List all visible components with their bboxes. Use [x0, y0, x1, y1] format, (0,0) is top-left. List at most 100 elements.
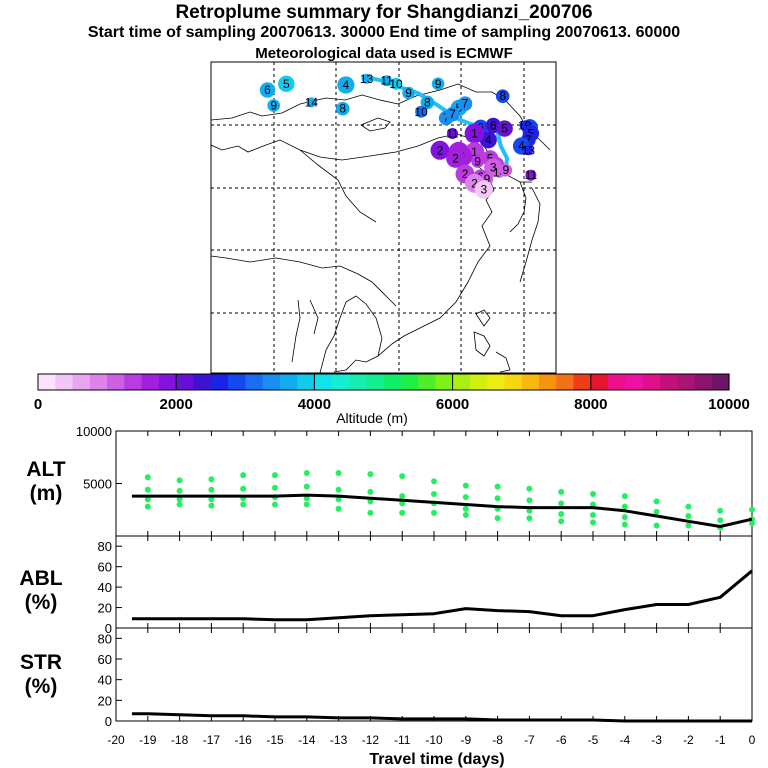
plume-marker-label: 9: [474, 155, 481, 169]
x-tick-label: -5: [588, 733, 599, 747]
colorbar-segment: [538, 374, 557, 390]
alt-scatter-point: [685, 513, 692, 519]
alt-scatter-point: [462, 494, 469, 501]
colorbar-segment: [228, 374, 246, 390]
alt-scatter-point: [335, 470, 342, 476]
y-tick-label: 60: [98, 652, 112, 667]
y-tick-label: 40: [98, 580, 112, 595]
alt-scatter-point: [494, 483, 501, 490]
plume-marker: [474, 180, 493, 199]
plume-marker-label: 6: [490, 118, 497, 132]
alt-scatter-point: [621, 493, 628, 500]
colorbar-segment: [297, 374, 316, 390]
colorbar-segment: [694, 374, 713, 390]
x-tick-label: -14: [298, 733, 316, 747]
x-tick-label: 0: [749, 733, 756, 747]
alt-scatter-point: [176, 477, 183, 484]
x-tick-label: -20: [107, 733, 125, 747]
alt-scatter-point: [558, 500, 565, 507]
y-tick-label: 20: [98, 601, 112, 616]
alt-scatter-point: [240, 472, 247, 479]
colorbar-tick-label: 6000: [436, 396, 469, 413]
plume-marker-label: 11: [380, 74, 393, 88]
alt-scatter-point: [367, 488, 374, 495]
alt-scatter-point: [303, 501, 310, 508]
plume-marker-label: 10: [389, 77, 403, 91]
x-tick-label: -1: [715, 733, 726, 747]
plume-marker-label: 5: [501, 122, 508, 136]
colorbar-segment: [625, 374, 644, 390]
alt-scatter-point: [621, 514, 628, 521]
colorbar-segment: [158, 374, 177, 390]
plume-marker: [337, 76, 355, 94]
sampling-time-line: Start time of sampling 20070613. 30000 E…: [87, 24, 681, 41]
alt-scatter-point: [272, 484, 278, 491]
map-background: [211, 62, 556, 373]
plume-marker: [446, 148, 466, 168]
colorbar-segment: [642, 374, 661, 390]
colorbar-segment: [659, 374, 678, 390]
alt-scatter-point: [272, 472, 278, 479]
colorbar-segment: [573, 374, 592, 390]
alt-scatter-point: [526, 497, 533, 504]
alt-scatter-point: [685, 503, 692, 510]
colorbar-segment: [608, 374, 626, 390]
plume-marker: [499, 163, 513, 177]
colorbar-segment: [435, 374, 454, 390]
colorbar-segment: [176, 374, 195, 390]
alt-scatter-point: [144, 486, 151, 493]
colorbar-segment: [314, 374, 333, 390]
alt-scatter-point: [303, 495, 310, 502]
colorbar-segment: [38, 374, 56, 390]
colorbar-segment: [521, 374, 540, 390]
y-tick-label: 10000: [76, 424, 112, 439]
x-tick-label: -4: [619, 733, 630, 747]
plume-marker: [431, 77, 445, 91]
plume-markers: 1311109988105777665451957413111201025963…: [259, 72, 540, 199]
plume-marker: [420, 95, 435, 110]
alt-scatter-point: [303, 470, 310, 476]
alt-scatter-point: [685, 522, 692, 529]
x-tick-label: -11: [394, 733, 411, 747]
colorbar-segment: [331, 374, 350, 390]
plume-marker-label: 9: [405, 86, 412, 100]
coastlines-and-borders: [211, 83, 551, 373]
plume-marker-label: 3: [490, 161, 497, 175]
alt-scatter-point: [335, 486, 342, 493]
plume-marker-label: 9: [484, 172, 491, 186]
x-tick-label: -16: [235, 733, 253, 747]
plume-marker-label: 11: [525, 168, 538, 182]
colorbar-segment: [279, 374, 298, 390]
alt-scatter-point: [462, 505, 469, 512]
x-tick-label: -19: [139, 733, 157, 747]
plume-marker: [402, 86, 415, 100]
plume-marker-label: 5: [283, 77, 290, 91]
alt-scatter-point: [399, 509, 406, 516]
colorbar-tick-label: 10000: [708, 396, 750, 413]
alt-scatter-point: [558, 518, 565, 525]
colorbar-segment: [72, 374, 91, 390]
plume-marker-label: 7: [525, 133, 532, 147]
plume-marker: [306, 97, 317, 108]
y-tick-label: 5000: [83, 477, 112, 492]
colorbar-tick-label: 8000: [574, 396, 607, 413]
plume-marker-label: 1: [471, 127, 478, 141]
plume-marker-label: 9: [502, 163, 509, 177]
plume-marker: [381, 75, 393, 87]
colorbar-segment: [677, 374, 696, 390]
alt-scatter-point: [526, 485, 533, 492]
colorbar-segment: [107, 374, 125, 390]
colorbar-segment: [383, 374, 402, 390]
plume-marker: [445, 106, 460, 122]
alt-scatter-point: [240, 501, 247, 508]
plume-marker-label: 2: [437, 143, 444, 157]
x-tick-label: -10: [425, 733, 443, 747]
plume-marker-label: 3: [481, 183, 488, 197]
alt-scatter-point: [590, 491, 596, 497]
plume-marker-label: 14: [305, 95, 319, 109]
colorbar-tick-label: 4000: [298, 396, 331, 413]
colorbar-segment: [452, 374, 471, 390]
plume-marker-label: 4: [485, 133, 492, 147]
x-tick-label: -9: [460, 733, 471, 747]
plume-marker-label: 6: [264, 83, 271, 97]
